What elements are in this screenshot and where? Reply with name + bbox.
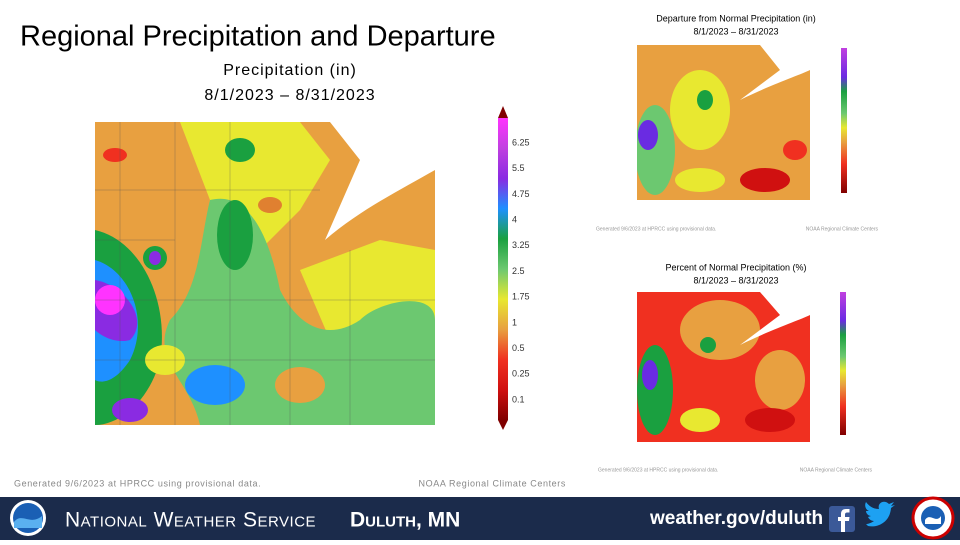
map-title: Percent of Normal Precipitation (%): [665, 262, 806, 272]
legend-colorbar: [840, 292, 846, 435]
legend-label: 1.75: [512, 292, 530, 302]
twitter-icon[interactable]: [865, 501, 895, 527]
noaa-logo: [10, 500, 46, 536]
legend-label: 4.75: [512, 189, 530, 199]
facebook-icon[interactable]: [829, 506, 855, 532]
legend-colorbar: [841, 48, 847, 193]
legend-label: 4: [512, 214, 517, 224]
percent-map: [637, 292, 810, 442]
map-source: NOAA Regional Climate Centers: [419, 478, 566, 488]
departure-map: [637, 45, 810, 200]
office-name: Duluth, MN: [350, 509, 460, 532]
website-url[interactable]: weather.gov/duluth: [649, 508, 823, 529]
map-dates: 8/1/2023 – 8/31/2023: [204, 87, 375, 104]
map-credit: Generated 9/6/2023 at HPRCC using provis…: [596, 226, 716, 232]
legend-label: 1: [512, 317, 517, 327]
map-source: NOAA Regional Climate Centers: [806, 226, 879, 232]
office-prefix: National Weather Service: [65, 509, 316, 532]
legend-label: 0.5: [512, 343, 525, 353]
map-dates: 8/1/2023 – 8/31/2023: [693, 275, 778, 285]
map-credit: Generated 9/6/2023 at HPRCC using provis…: [14, 478, 261, 488]
precip-map: [95, 122, 435, 425]
map-title: Precipitation (in): [223, 62, 357, 79]
legend-label: 3.25: [512, 240, 530, 250]
legend-colorbar: [498, 118, 508, 420]
map-dates: 8/1/2023 – 8/31/2023: [693, 26, 778, 36]
nws-logo: [911, 496, 955, 540]
legend-label: 6.25: [512, 137, 530, 147]
legend-label: 0.1: [512, 394, 525, 404]
map-source: NOAA Regional Climate Centers: [800, 467, 873, 473]
legend-label: 2.5: [512, 266, 525, 276]
footer-bar: [0, 497, 960, 540]
legend-label: 5.5: [512, 163, 525, 173]
slide-title: Regional Precipitation and Departure: [20, 21, 496, 53]
map-credit: Generated 9/6/2023 at HPRCC using provis…: [598, 467, 718, 473]
map-title: Departure from Normal Precipitation (in): [656, 13, 816, 23]
legend: 6.25 5.5 4.75 4 3.25 2.5 1.75 1 0.5 0.25 0.1: [512, 137, 530, 404]
legend-label: 0.25: [512, 369, 530, 379]
